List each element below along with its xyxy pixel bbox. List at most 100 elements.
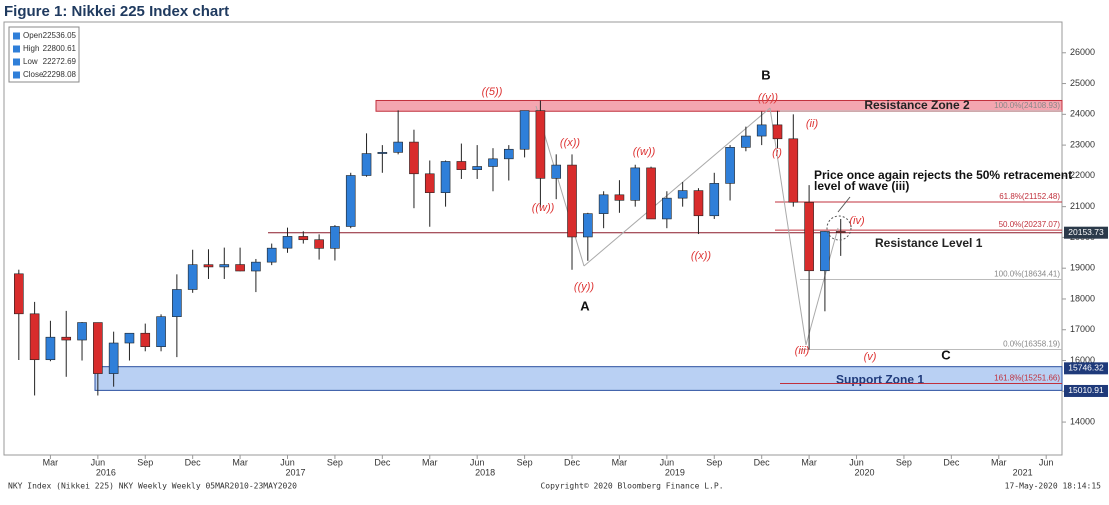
x-tick-label: Mar — [612, 457, 628, 467]
candle-body — [788, 138, 799, 203]
legend-swatch — [13, 32, 20, 40]
candle-body — [488, 158, 498, 167]
x-tick-label: Mar — [991, 457, 1007, 467]
y-tick-label: 22000 — [1070, 170, 1095, 180]
x-year-label: 2019 — [665, 467, 685, 477]
annotation: A — [580, 298, 590, 313]
x-tick-label: Jun — [91, 457, 106, 467]
price-tag-label: 15010.91 — [1068, 385, 1104, 395]
candle-body — [61, 336, 72, 341]
candle-body — [693, 190, 704, 217]
candle-body — [251, 261, 261, 272]
fib-label: 0.0%(16358.19) — [1003, 340, 1060, 349]
fib-label: 100.0%(24108.93) — [994, 101, 1060, 110]
annotation: ((5)) — [482, 86, 503, 98]
x-tick-label: Sep — [896, 457, 912, 467]
x-tick-label: Sep — [706, 457, 722, 467]
y-tick-label: 26000 — [1070, 47, 1095, 57]
x-tick-label: Jun — [660, 457, 675, 467]
x-tick-label: Dec — [374, 457, 391, 467]
price-tag — [1064, 226, 1108, 239]
y-tick-label: 14000 — [1070, 416, 1095, 426]
candle-body — [124, 332, 135, 344]
candle-body — [820, 231, 830, 272]
legend-label: High — [23, 44, 39, 53]
candle-body — [187, 264, 198, 290]
footer-text: 17-May-2020 18:14:15 — [1005, 482, 1102, 491]
candle-body — [140, 332, 151, 348]
y-tick-label: 24000 — [1070, 109, 1095, 119]
x-year-label: 2021 — [1013, 467, 1033, 477]
candle-body — [45, 336, 56, 361]
x-tick-label: Dec — [943, 457, 960, 467]
legend-swatch — [13, 58, 20, 66]
wave-line — [583, 107, 771, 267]
fib-label: 61.8%(21152.48) — [999, 192, 1060, 201]
candle-body — [709, 183, 720, 217]
legend-value: 22800.61 — [43, 44, 77, 53]
price-tag-label: 20153.73 — [1068, 227, 1104, 237]
candle-body — [219, 264, 230, 268]
y-tick-label: 21000 — [1070, 201, 1095, 211]
candle-body — [93, 322, 103, 374]
annotation: ((x)) — [691, 250, 711, 262]
zone-label: Resistance Zone 2 — [864, 98, 970, 112]
highlight-circle — [826, 215, 852, 241]
candle-body — [804, 201, 814, 272]
candle-body — [598, 194, 609, 214]
legend-swatch — [13, 45, 20, 53]
candle-body — [630, 167, 641, 201]
x-tick-label: Jun — [470, 457, 485, 467]
candle-body — [77, 322, 87, 341]
annotation: (i) — [772, 147, 782, 159]
annotation: ((x)) — [560, 137, 580, 149]
candle-body — [440, 161, 451, 193]
candle-body — [314, 239, 324, 249]
candle-body — [662, 197, 672, 220]
x-year-label: 2018 — [475, 467, 495, 477]
legend-label: Close — [23, 70, 44, 79]
candle-body — [377, 152, 388, 154]
x-tick-label: Sep — [517, 457, 533, 467]
candle-body — [424, 173, 435, 193]
legend-label: Low — [23, 57, 38, 66]
x-tick-label: Mar — [801, 457, 817, 467]
annotation: ((y)) — [574, 281, 594, 293]
plot-frame — [3, 21, 1063, 456]
candle-body — [14, 273, 24, 315]
candle-body — [835, 231, 846, 234]
candle-body — [361, 153, 372, 176]
zone — [375, 99, 1063, 112]
annotation: (ii) — [806, 118, 819, 130]
candle-body — [456, 161, 467, 170]
candle-body — [677, 190, 688, 199]
annotation: level of wave (iii) — [814, 179, 909, 193]
candle-body — [330, 226, 340, 249]
candle-body — [266, 247, 277, 263]
annotation: B — [761, 67, 770, 82]
price-tag-label: 15746.32 — [1068, 363, 1104, 373]
annotation: ((w)) — [633, 146, 656, 158]
zone-label: Support Zone 1 — [836, 373, 924, 387]
candle-body — [235, 264, 245, 272]
annotation: ((w)) — [532, 202, 555, 214]
candle-body — [614, 194, 625, 201]
candle-body — [741, 135, 751, 148]
candle-body — [646, 167, 656, 220]
x-year-label: 2016 — [96, 467, 116, 477]
candle-body — [567, 164, 577, 238]
chart-title: Figure 1: Nikkei 225 Index chart — [4, 3, 229, 20]
x-tick-label: Jun — [1039, 457, 1054, 467]
level-label: Resistance Level 1 — [875, 236, 983, 250]
wave-line — [769, 107, 807, 346]
y-tick-label: 25000 — [1070, 78, 1095, 88]
x-tick-label: Dec — [754, 457, 771, 467]
candle-body — [519, 110, 530, 150]
x-tick-label: Mar — [43, 457, 59, 467]
zone — [94, 366, 1063, 391]
candle-body — [345, 175, 356, 227]
x-tick-label: Mar — [422, 457, 438, 467]
annotation: C — [941, 347, 951, 362]
legend-box — [8, 26, 80, 83]
